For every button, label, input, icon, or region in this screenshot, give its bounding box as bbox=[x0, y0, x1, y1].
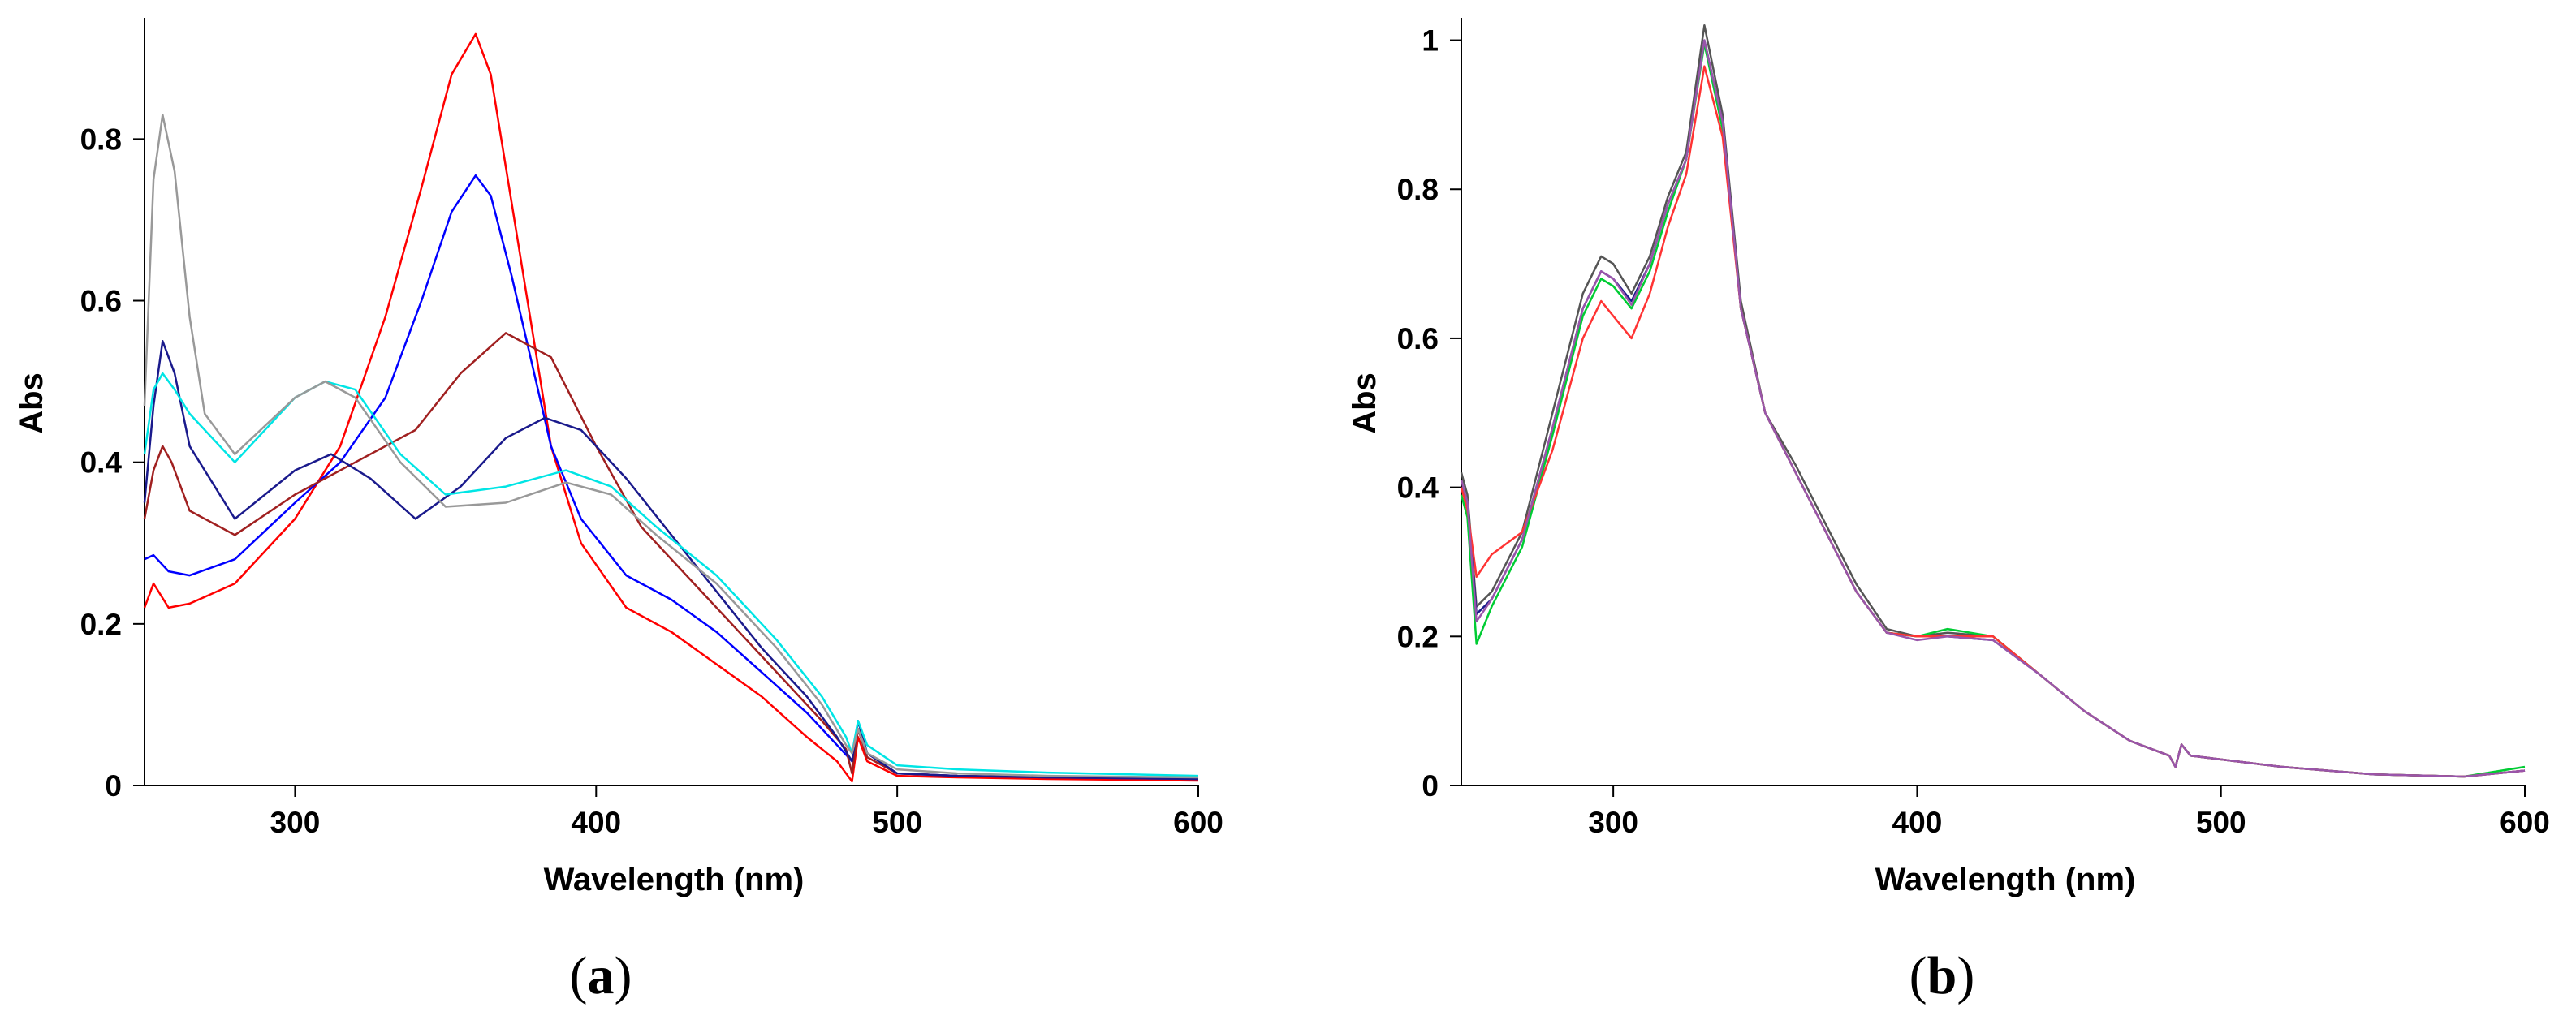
panel-letter-a: a bbox=[588, 946, 615, 1005]
y-tick-label: 0.6 bbox=[80, 285, 122, 318]
y-tick-label: 0.8 bbox=[80, 123, 122, 156]
series-line-4 bbox=[1460, 65, 2526, 778]
series-line-1 bbox=[143, 32, 1199, 783]
y-tick-label: 0.6 bbox=[1397, 322, 1439, 355]
y-axis-title: Abs bbox=[14, 372, 50, 434]
chart-panel-b: Abs Wavelength (nm) (b) 300 400 500 600 0 0.2… bbox=[1347, 18, 2550, 1005]
y-tick-label: 0.2 bbox=[80, 608, 122, 641]
y-tick-label: 0.8 bbox=[1397, 173, 1439, 206]
panel-label-a: (a) bbox=[570, 946, 632, 1005]
y-tick-label: 1 bbox=[1422, 24, 1439, 58]
series-line-2 bbox=[144, 174, 1199, 781]
y-tick-label: 0.2 bbox=[1397, 620, 1439, 653]
series-line-3 bbox=[143, 332, 1199, 781]
x-tick-label: 400 bbox=[571, 806, 621, 839]
y-tick-label: 0.4 bbox=[80, 446, 123, 480]
x-tick-label: 500 bbox=[872, 806, 922, 839]
panel-letter-b: b bbox=[1927, 946, 1957, 1005]
series-line-5 bbox=[1460, 39, 2526, 778]
chart-panel-a: Abs Wavelength (nm) (a) 300 400 500 600 0 0.2… bbox=[14, 18, 1223, 1005]
x-tick-label: 400 bbox=[1892, 806, 1943, 839]
series-line-6 bbox=[143, 114, 1199, 779]
series-line-1 bbox=[1460, 24, 2526, 778]
series-line-5 bbox=[143, 372, 1199, 777]
x-tick-label: 300 bbox=[1588, 806, 1638, 839]
series-line-2 bbox=[1460, 39, 2526, 778]
x-axis-title: Wavelength (nm) bbox=[1875, 862, 2136, 897]
y-tick-label: 0.4 bbox=[1397, 471, 1439, 505]
x-axis-title: Wavelength (nm) bbox=[544, 862, 805, 897]
y-axis-title: Abs bbox=[1347, 372, 1383, 434]
x-tick-label: 300 bbox=[270, 806, 321, 839]
series-line-3 bbox=[1460, 42, 2526, 778]
panel-label-b: (b) bbox=[1909, 946, 1975, 1005]
y-tick-label: 0 bbox=[1422, 769, 1439, 803]
x-tick-label: 600 bbox=[1173, 806, 1223, 839]
x-tick-label: 500 bbox=[2196, 806, 2246, 839]
x-tick-label: 600 bbox=[2500, 806, 2550, 839]
y-tick-label: 0 bbox=[105, 769, 122, 803]
